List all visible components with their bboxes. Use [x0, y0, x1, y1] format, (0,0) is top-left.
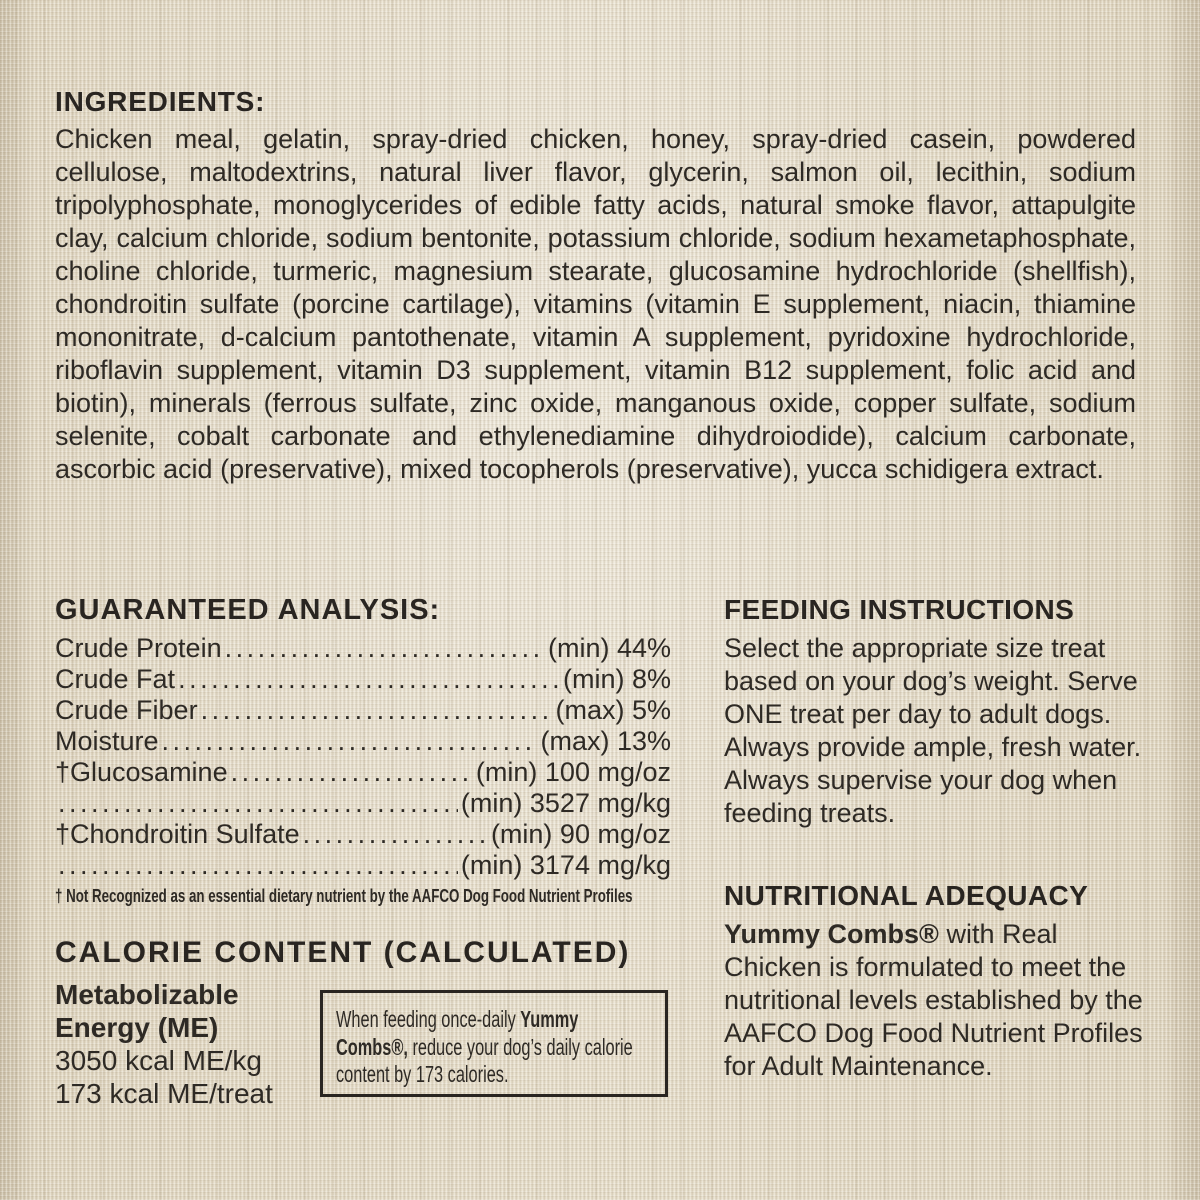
- ingredients-heading: INGREDIENTS:: [55, 86, 266, 117]
- leader-dots: [201, 695, 553, 726]
- analysis-footnote: † Not Recognized as an essential dietary…: [55, 885, 633, 906]
- table-row: Moisture (max) 13%: [55, 726, 671, 757]
- calorie-content-heading: CALORIE CONTENT (CALCULATED): [55, 936, 631, 969]
- table-row: (min) 3527 mg/kg: [55, 788, 671, 819]
- analysis-value: (min) 3174 mg/kg: [460, 850, 671, 880]
- kcal-per-treat: 173 kcal ME/treat: [55, 1078, 273, 1109]
- ingredients-text: Chicken meal, gelatin, spray-dried chick…: [55, 124, 1136, 484]
- ingredients-section: INGREDIENTS: Chicken meal, gelatin, spra…: [55, 86, 1136, 486]
- nutritional-adequacy-heading: NUTRITIONAL ADEQUACY: [724, 880, 1089, 911]
- analysis-label: †Chondroitin Sulfate: [55, 819, 300, 849]
- table-row: †Chondroitin Sulfate (min) 90 mg/oz: [55, 819, 671, 850]
- guaranteed-analysis-section: GUARANTEED ANALYSIS: Crude Protein (min)…: [55, 594, 671, 907]
- feeding-instructions-section: FEEDING INSTRUCTIONS Select the appropri…: [724, 594, 1162, 830]
- calorie-note-before: When feeding once-daily: [336, 1006, 521, 1032]
- nutritional-adequacy-text: Yummy Combs® with Real Chicken is formul…: [724, 918, 1162, 1083]
- guaranteed-analysis-heading: GUARANTEED ANALYSIS:: [55, 594, 441, 626]
- analysis-value: (min) 90 mg/oz: [490, 819, 671, 849]
- analysis-label: Crude Protein: [55, 633, 222, 663]
- nutritional-adequacy-section: NUTRITIONAL ADEQUACY Yummy Combs® with R…: [724, 880, 1162, 1083]
- leader-dots: [162, 726, 538, 757]
- metabolizable-energy-label: Metabolizable Energy (ME): [55, 979, 239, 1043]
- table-row: Crude Fat (min) 8%: [55, 664, 671, 695]
- calorie-note-box: When feeding once-daily Yummy Combs®, re…: [320, 990, 668, 1097]
- leader-dots: [58, 850, 458, 881]
- analysis-value: (min) 8%: [562, 664, 671, 694]
- analysis-value: (min) 100 mg/oz: [475, 757, 671, 787]
- table-row: (min) 3174 mg/kg: [55, 850, 671, 881]
- brand-name: Yummy Combs®: [724, 919, 939, 949]
- leader-dots: [231, 757, 473, 788]
- leader-dots: [58, 788, 458, 819]
- leader-dots: [178, 664, 560, 695]
- analysis-value: (max) 13%: [540, 726, 671, 756]
- table-row: Crude Fiber (max) 5%: [55, 695, 671, 726]
- brand-name: Yummy Combs®,: [336, 1006, 579, 1060]
- analysis-value: (min) 3527 mg/kg: [460, 788, 671, 818]
- leader-dots: [225, 633, 545, 664]
- kcal-per-kg: 3050 kcal ME/kg: [55, 1045, 262, 1076]
- table-row: †Glucosamine (min) 100 mg/oz: [55, 757, 671, 788]
- calorie-note-after: reduce your dog’s daily calorie content …: [336, 1033, 633, 1088]
- feeding-instructions-text: Select the appropriate size treat based …: [724, 633, 1142, 828]
- feeding-instructions-heading: FEEDING INSTRUCTIONS: [724, 594, 1075, 625]
- table-row: Crude Protein (min) 44%: [55, 633, 671, 664]
- metabolizable-energy-block: Metabolizable Energy (ME) 3050 kcal ME/k…: [55, 978, 325, 1110]
- analysis-label: Crude Fat: [55, 664, 176, 694]
- analysis-label: Moisture: [55, 726, 159, 756]
- calorie-note-text: When feeding once-daily Yummy Combs®, re…: [336, 1006, 654, 1089]
- analysis-label: †Glucosamine: [55, 757, 228, 787]
- leader-dots: [303, 819, 488, 850]
- analysis-label: Crude Fiber: [55, 695, 198, 725]
- analysis-value: (max) 5%: [555, 695, 671, 725]
- nutritional-adequacy-body: with Real Chicken is formulated to meet …: [724, 919, 1143, 1081]
- analysis-value: (min) 44%: [547, 633, 671, 663]
- calorie-content-section: CALORIE CONTENT (CALCULATED) Metabolizab…: [55, 936, 671, 1116]
